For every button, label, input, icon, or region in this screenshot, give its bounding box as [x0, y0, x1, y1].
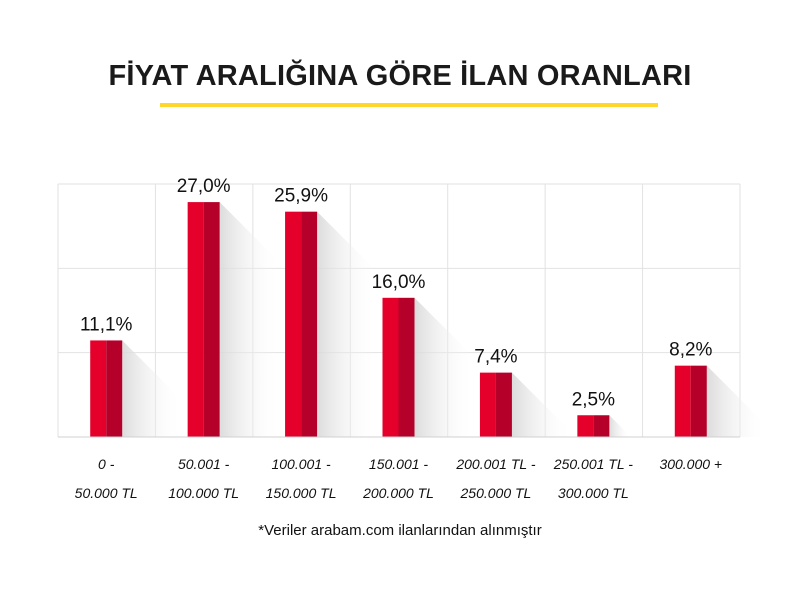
bar-shadow: [609, 415, 632, 437]
bar: [90, 340, 107, 437]
data-label: 7,4%: [474, 347, 517, 368]
x-tick-label: 100.000 TL: [168, 485, 239, 501]
bar-shadow: [317, 211, 378, 437]
x-tick-label: 50.000 TL: [75, 485, 138, 501]
bar-side: [106, 340, 123, 437]
bar-side: [495, 372, 512, 437]
x-tick-label: 200.000 TL: [362, 485, 434, 501]
footnote: *Veriler arabam.com ilanlarından alınmış…: [258, 522, 542, 539]
x-tick-label: 300.000 TL: [558, 485, 629, 501]
x-tick-label: 100.001 -: [271, 456, 330, 472]
x-tick-label: 250.000 TL: [460, 485, 532, 501]
bar: [187, 202, 204, 437]
bar-shadow: [414, 297, 475, 437]
x-tick-label: 150.000 TL: [266, 485, 337, 501]
x-tick-label: 50.001 -: [178, 456, 230, 472]
data-label: 27,0%: [177, 176, 231, 197]
bar: [577, 415, 594, 437]
bar: [674, 365, 691, 437]
bar-shadow: [219, 202, 280, 437]
bar-side: [203, 202, 220, 437]
bar-side: [593, 415, 610, 437]
data-label: 25,9%: [274, 186, 328, 207]
bar: [382, 297, 399, 437]
x-tick-label: 200.001 TL -: [455, 456, 535, 472]
bar-shadow: [122, 340, 183, 437]
data-label: 8,2%: [669, 340, 712, 361]
bar: [479, 372, 496, 437]
data-label: 2,5%: [572, 389, 615, 410]
title-underline: [160, 103, 658, 107]
bar-side: [301, 211, 318, 437]
data-label: 11,1%: [80, 314, 133, 335]
bar-side: [398, 297, 415, 437]
x-tick-label: 300.000 +: [659, 456, 722, 472]
x-tick-label: 150.001 -: [369, 456, 428, 472]
chart-title: FİYAT ARALIĞINA GÖRE İLAN ORANLARI: [108, 60, 692, 92]
x-tick-label: 0 -: [98, 456, 115, 472]
data-label: 16,0%: [372, 272, 426, 293]
bar-side: [690, 365, 707, 437]
bar-shadow: [706, 365, 767, 437]
x-tick-label: 250.001 TL -: [553, 456, 633, 472]
bar: [285, 211, 302, 437]
bar-shadow: [511, 372, 572, 437]
